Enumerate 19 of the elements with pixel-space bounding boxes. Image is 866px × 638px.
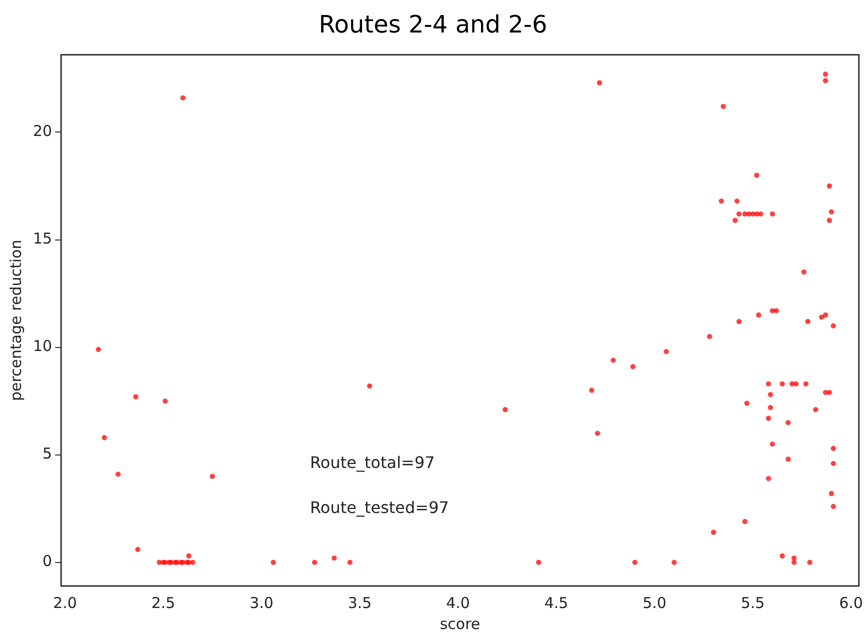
x-tick-label: 3.0 [250,594,274,612]
y-tick-label: 15 [32,230,52,248]
x-axis-title: score [440,614,480,633]
x-tick-label: 4.5 [544,594,568,612]
x-tick-label: 5.5 [740,594,765,612]
y-tick-label: 5 [42,444,52,463]
x-tick-label: 2.0 [53,594,77,612]
x-tick-label: 2.5 [151,594,176,612]
y-axis-title: percentage reduction [6,240,25,402]
x-tick-label: 3.5 [348,594,372,612]
y-tick-label: 20 [32,122,52,140]
x-tick-label: 4.0 [446,594,470,612]
annotation: Route_total=97 [310,452,435,472]
chart-title: Routes 2-4 and 2-6 [318,10,548,39]
y-tick-label: 10 [32,337,52,356]
x-tick-label: 5.0 [642,594,666,612]
annotation: Route_tested=97 [310,498,449,517]
x-tick-label: 6.0 [839,594,863,612]
y-tick-label: 0 [42,552,52,570]
